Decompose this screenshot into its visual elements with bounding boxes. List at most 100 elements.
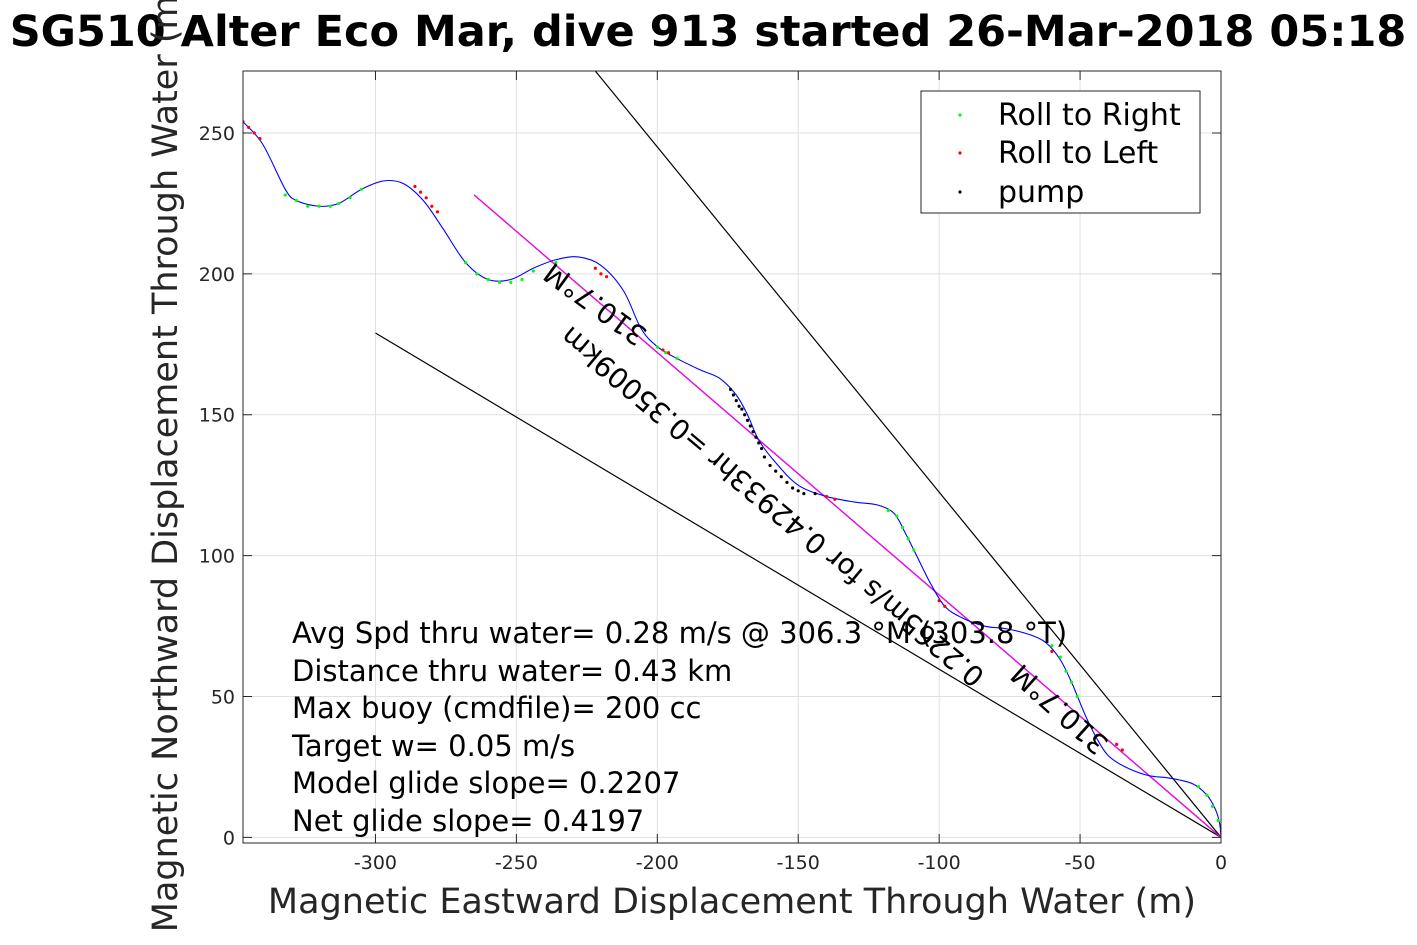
roll-right-point-3: [317, 204, 321, 208]
roll-right-point-20: [895, 514, 899, 518]
roll-left-point-18: [1050, 649, 1054, 654]
roll-left-point-3: [258, 137, 262, 141]
roll-left-point-20: [1120, 748, 1124, 752]
roll-right-point-21: [900, 525, 905, 530]
chart-title: SG510 Alter Eco Mar, dive 913 started 26…: [10, 7, 1407, 57]
pump-point-14: [774, 469, 778, 473]
roll-right-point-19: [886, 508, 891, 513]
reference-lines: [375, 71, 1221, 838]
x-tick-label-6: 0: [1215, 852, 1227, 874]
x-tick-label-3: -150: [777, 852, 820, 874]
pump-point-9: [754, 435, 758, 439]
x-tick-label-1: -250: [495, 852, 538, 874]
roll-right-point-29: [1196, 785, 1201, 789]
pump-point-7: [748, 424, 752, 428]
roll-left-point-12: [661, 348, 665, 352]
legend-marker-pump: [958, 190, 962, 194]
roll-right-point-0: [283, 193, 287, 197]
y-tick-label-3: 150: [199, 405, 235, 427]
roll-right-point-7: [359, 187, 363, 191]
roll-left-point-8: [435, 210, 440, 214]
roll-left-point-4: [413, 184, 417, 189]
x-tick-label-5: -50: [1065, 852, 1096, 874]
roll-right-point-13: [520, 277, 524, 282]
roll-right-point-11: [497, 280, 502, 284]
roll-right-point-28: [1075, 694, 1079, 699]
track-group: [243, 121, 1221, 838]
roll-right-point-27: [1070, 680, 1074, 685]
x-tick-label-4: -100: [918, 852, 961, 874]
pump-point-19: [802, 492, 806, 496]
annotation-avg-speed: Avg Spd thru water= 0.28 m/s @ 306.3 °M …: [292, 616, 1067, 650]
roll-right-point-31: [1210, 804, 1215, 808]
roll-right-point-4: [328, 204, 332, 208]
pump-point-18: [796, 489, 800, 493]
annotation-max-buoy: Max buoy (cmdfile)= 200 cc: [292, 691, 701, 725]
pump-point-12: [762, 455, 767, 459]
pump-point-16: [785, 480, 789, 484]
roll-right-point-25: [1058, 655, 1062, 659]
roll-left-point-1: [247, 125, 251, 129]
roll-right-point-23: [912, 548, 916, 552]
legend-marker-roll-left: [958, 151, 962, 155]
roll-right-point-8: [464, 260, 468, 265]
pump-point-11: [759, 446, 764, 451]
pump-point-10: [757, 441, 761, 445]
pump-point-17: [790, 486, 795, 490]
roll-left-point-5: [418, 190, 423, 194]
roll-right-point-15: [554, 260, 558, 265]
reference-line-0: [594, 71, 1221, 838]
ticks: -300 -250 -200 -150 -100 -50 0 0 50 100 150 200 250: [199, 71, 1227, 874]
roll-right-point-30: [1205, 793, 1209, 797]
legend-label-pump: pump: [998, 175, 1084, 210]
roll-right-point-1: [294, 199, 299, 203]
annotation-distance: Distance thru water= 0.43 km: [292, 654, 732, 688]
pump-point-0: [728, 387, 733, 391]
roll-left-point-17: [943, 604, 947, 608]
pump-point-13: [768, 463, 772, 468]
pump-point-8: [751, 430, 755, 434]
y-tick-label-0: 0: [223, 827, 235, 849]
roll-right-point-18: [675, 356, 679, 360]
roll-right-point-2: [306, 204, 310, 208]
legend-marker-roll-right: [958, 113, 962, 117]
y-axis-label: Magnetic Northward Displacement Through …: [146, 0, 186, 932]
roll-right-point-5: [337, 201, 341, 206]
legend: Roll to Right Roll to Left pump: [920, 90, 1201, 214]
roll-right-point-24: [1050, 644, 1054, 648]
annotation-block: Avg Spd thru water= 0.28 m/s @ 306.3 °M …: [291, 616, 1067, 838]
roll-left-point-14: [824, 494, 829, 499]
annotation-target-w: Target w= 0.05 m/s: [291, 729, 575, 763]
dive-track-line: [243, 121, 1221, 838]
roll-left-point-15: [833, 497, 837, 501]
roll-left-point-19: [1115, 742, 1119, 746]
roll-left-point-9: [593, 266, 597, 270]
reference-line-3: [473, 194, 1221, 838]
markers-group: [243, 120, 1220, 823]
pump-point-5: [743, 413, 747, 417]
roll-right-point-10: [486, 277, 490, 282]
annotation-net-glide: Net glide slope= 0.4197: [292, 804, 644, 838]
pump-point-20: [813, 492, 817, 496]
pump-point-3: [737, 404, 741, 408]
x-axis-label: Magnetic Eastward Displacement Through W…: [268, 882, 1196, 922]
roll-right-point-6: [348, 196, 352, 200]
annotation-model-glide: Model glide slope= 0.2207: [292, 766, 680, 800]
roll-left-point-2: [252, 131, 256, 135]
roll-left-point-16: [937, 599, 941, 603]
roll-right-point-16: [655, 345, 659, 349]
roll-left-point-7: [430, 204, 434, 208]
roll-left-point-10: [599, 272, 603, 276]
roll-left-point-6: [424, 196, 428, 200]
y-tick-label-5: 250: [199, 123, 235, 145]
x-tick-label-2: -200: [636, 852, 679, 874]
legend-box: [920, 90, 1201, 214]
roll-left-point-11: [604, 275, 609, 279]
roll-right-point-14: [531, 269, 535, 273]
legend-label-roll-left: Roll to Left: [998, 136, 1158, 171]
y-tick-label-1: 50: [211, 686, 235, 708]
pump-point-4: [740, 407, 744, 411]
roll-right-point-32: [1216, 818, 1220, 823]
y-tick-label-2: 100: [199, 546, 235, 568]
pump-point-1: [731, 393, 736, 397]
